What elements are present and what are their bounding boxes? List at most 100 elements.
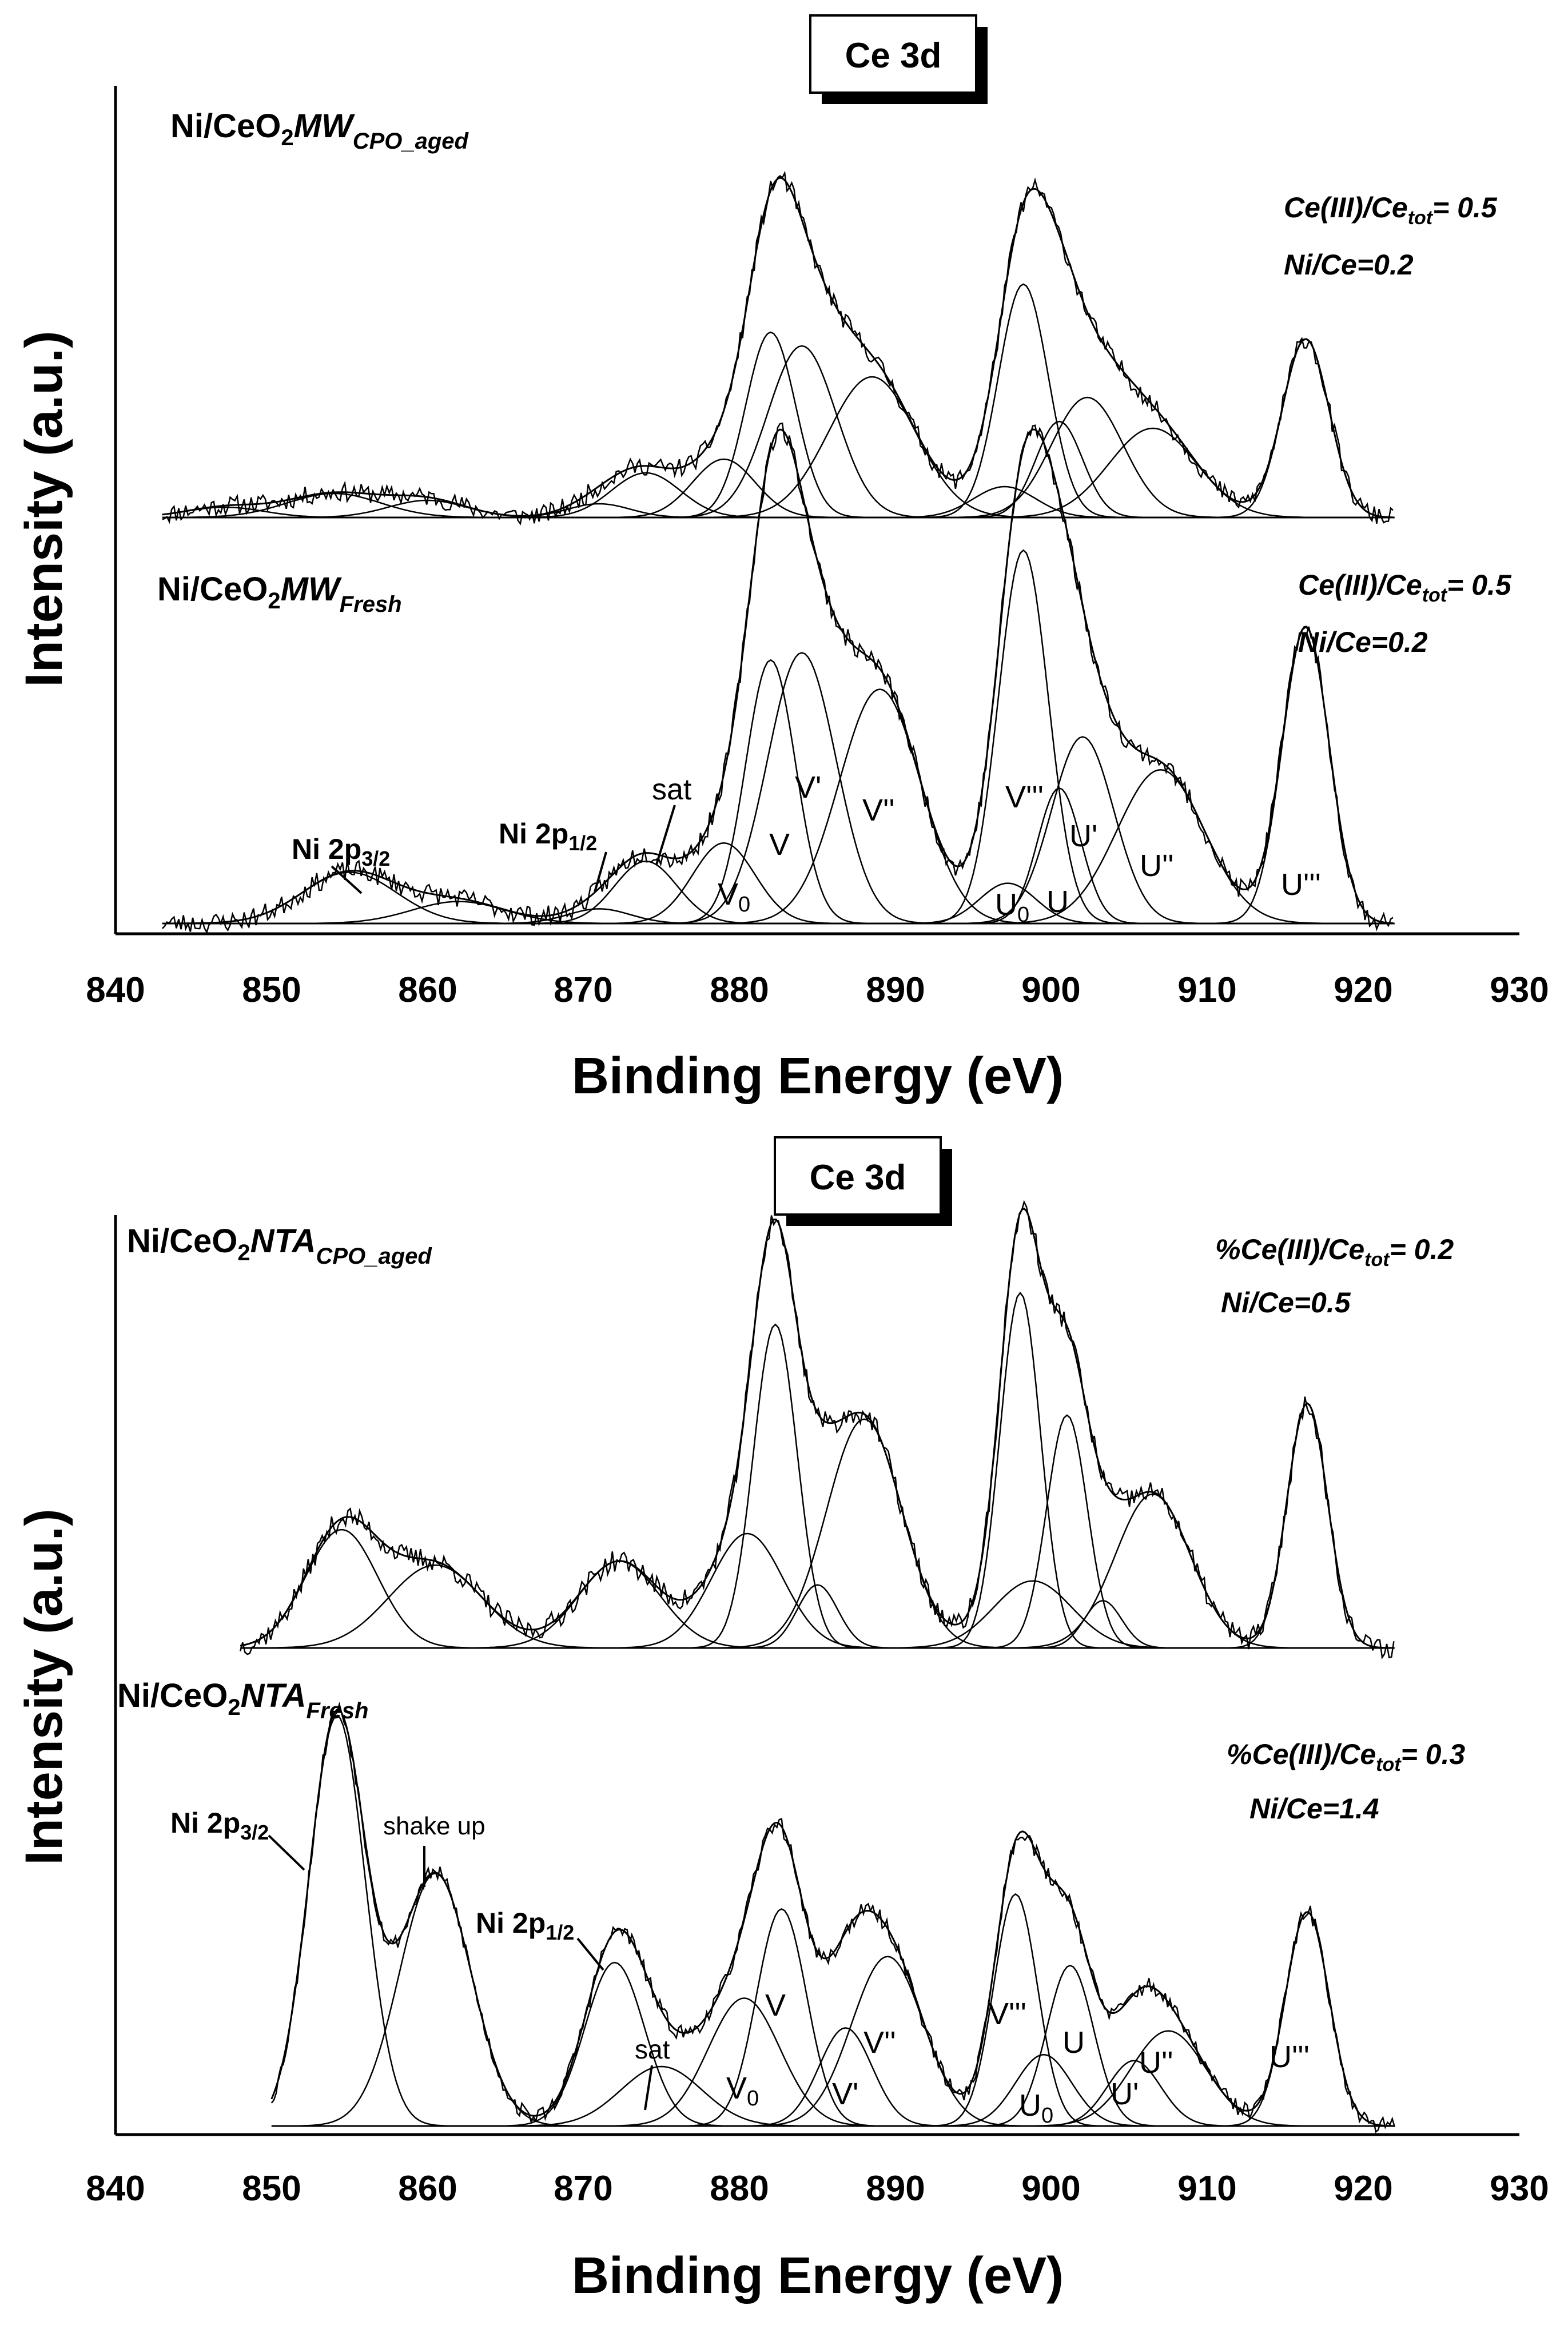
sample-name-ital: MW [281, 571, 342, 608]
ni-ce-nta-aged: Ni/Ce=0.5 [1221, 1287, 1351, 1319]
fit-envelope [162, 177, 1394, 519]
fit-component-peak [664, 345, 936, 519]
y-axis-label: Intensity (a.u.) [15, 1508, 73, 1865]
fit-component-peak [292, 1872, 576, 2127]
arrow-sat [644, 2065, 653, 2111]
sample-name-mw-fresh: Ni/CeO2MWFresh [157, 571, 402, 617]
sample-name-ital: NTA [241, 1677, 307, 1714]
peak-label-ni2p12-sub: 1/2 [546, 1921, 574, 1944]
sample-name-main: Ni/CeO [170, 108, 281, 145]
x-tick-label: 930 [1490, 970, 1549, 1010]
sample-name-nta-aged: Ni/CeO2NTACPO_aged [127, 1223, 432, 1269]
x-tick-label: 890 [866, 970, 925, 1010]
peak-label-u1: U' [1111, 2077, 1139, 2111]
peak-label-v: V [765, 1988, 786, 2023]
fit-envelope [270, 1709, 1395, 2127]
title-box [774, 1136, 942, 1216]
arrow-ni2p12 [576, 1937, 604, 1971]
x-tick-label: 860 [398, 2169, 457, 2208]
fit-component-peak [986, 1414, 1145, 1649]
fit-component-peak [664, 652, 936, 925]
fit-component-peak [496, 1961, 730, 2127]
sample-name-suffix: CPO_aged [353, 129, 469, 154]
ce-ratio-sub: tot [1408, 207, 1434, 229]
peak-label-v2: V'' [863, 2025, 896, 2060]
peak-label-u0: U0 [1019, 2088, 1053, 2128]
ce-ratio-post: = 0.3 [1401, 1738, 1466, 1770]
fit-component-peak [944, 396, 1228, 519]
fit-component-peak [270, 1714, 447, 2127]
peak-label-v1: V' [832, 2077, 858, 2111]
sample-name-main: Ni/CeO [127, 1223, 237, 1260]
peak-label-v0-sub: 0 [747, 2087, 759, 2111]
ni-ce-nta-fresh: Ni/Ce=1.4 [1249, 1793, 1379, 1825]
peak-label-u1: U' [1069, 819, 1097, 853]
title-box-label: Ce 3d [810, 1158, 906, 1197]
peak-label-ni2p32-main: Ni 2p [292, 833, 361, 865]
ni-ce-mw-fresh: Ni/Ce=0.2 [1298, 626, 1428, 658]
x-tick-labels: 840 850 860 870 880 890 900 910 920 930 [86, 970, 1549, 1010]
y-axis-label: Intensity (a.u.) [15, 331, 73, 687]
ce-ratio-post: = 0.5 [1447, 569, 1512, 601]
panel-top: Ce 3d Intensity (a.u.) 840 850 860 870 8… [15, 14, 1549, 1105]
peak-label-v3: V''' [1005, 780, 1044, 814]
fit-component-peak [923, 549, 1120, 925]
measured-spectrum [161, 422, 1394, 934]
ce-ratio-sub: tot [1364, 1249, 1390, 1271]
peak-label-sat: sat [635, 2035, 670, 2064]
spectrum-nta-aged [239, 1200, 1395, 1660]
peak-label-u2: U'' [1140, 849, 1174, 883]
fit-component-peak [271, 901, 643, 925]
fit-component-peak [521, 860, 768, 925]
sample-name-sub: 2 [281, 125, 293, 150]
x-tick-label: 920 [1334, 2169, 1392, 2208]
fit-component-peak [599, 842, 846, 925]
peak-label-ni2p32: Ni 2p3/2 [170, 1807, 269, 1844]
x-tick-label: 880 [710, 2169, 769, 2208]
arrow-ni2p12 [594, 851, 607, 893]
sample-name-main: Ni/CeO [117, 1677, 228, 1714]
ce-ratio-pre: %Ce(III)/Ce [1227, 1738, 1376, 1770]
peak-label-v: V [769, 827, 790, 862]
fit-component-peak [965, 420, 1150, 519]
fit-component-peak [957, 736, 1204, 925]
title-box-label: Ce 3d [845, 36, 942, 75]
fit-component-peak [1220, 1911, 1392, 2127]
fit-component-peak [240, 1528, 484, 1649]
fit-component-peak [978, 427, 1324, 519]
fit-component-peak [457, 1560, 779, 1649]
fit-component-peak [1028, 1599, 1175, 1649]
x-tick-label: 840 [86, 970, 145, 1010]
peak-label-ni2p12-main: Ni 2p [476, 1907, 546, 1939]
spectrum-mw-fresh [161, 422, 1395, 934]
peak-label-u: U [1062, 2025, 1085, 2060]
fit-component-peak [499, 2065, 821, 2127]
ce-ratio-nta-aged: %Ce(III)/Cetot= 0.2 [1215, 1233, 1454, 1271]
fit-component-peak [1003, 1493, 1300, 1649]
peak-label-v3: V''' [988, 1997, 1026, 2031]
peak-label-sat: sat [652, 773, 692, 806]
peak-label-u0-sub: 0 [1041, 2104, 1053, 2128]
x-axis-label: Binding Energy (eV) [572, 2247, 1064, 2304]
fit-component-peak [688, 1323, 860, 1649]
sample-name-suffix: Fresh [340, 592, 402, 617]
sample-name-suffix: CPO_aged [316, 1244, 433, 1269]
fit-component-peak [714, 1418, 1011, 1649]
sample-name-sub: 2 [228, 1695, 240, 1720]
panel-bottom: Ce 3d Intensity (a.u.) 840 850 860 870 8… [15, 1136, 1549, 2304]
ce-ratio-post: = 0.2 [1390, 1233, 1454, 1265]
sample-name-suffix: Fresh [307, 1698, 369, 1723]
fit-component-peak [928, 1893, 1100, 2127]
x-tick-label: 920 [1334, 970, 1392, 1010]
peak-label-ni2p32-sub: 3/2 [361, 847, 390, 870]
peak-label-u: U [1046, 885, 1069, 919]
fit-component-peak [671, 331, 867, 519]
peak-label-v0-sub: 0 [738, 893, 750, 917]
arrow-ni2p32 [331, 865, 363, 894]
ce-ratio-sub: tot [1376, 1754, 1402, 1775]
fit-component-peak [976, 1964, 1161, 2127]
x-tick-label: 930 [1490, 2169, 1549, 2208]
x-tick-label: 860 [398, 970, 457, 1010]
fit-component-peak [682, 1908, 878, 2127]
fit-component-peak [1212, 338, 1394, 519]
